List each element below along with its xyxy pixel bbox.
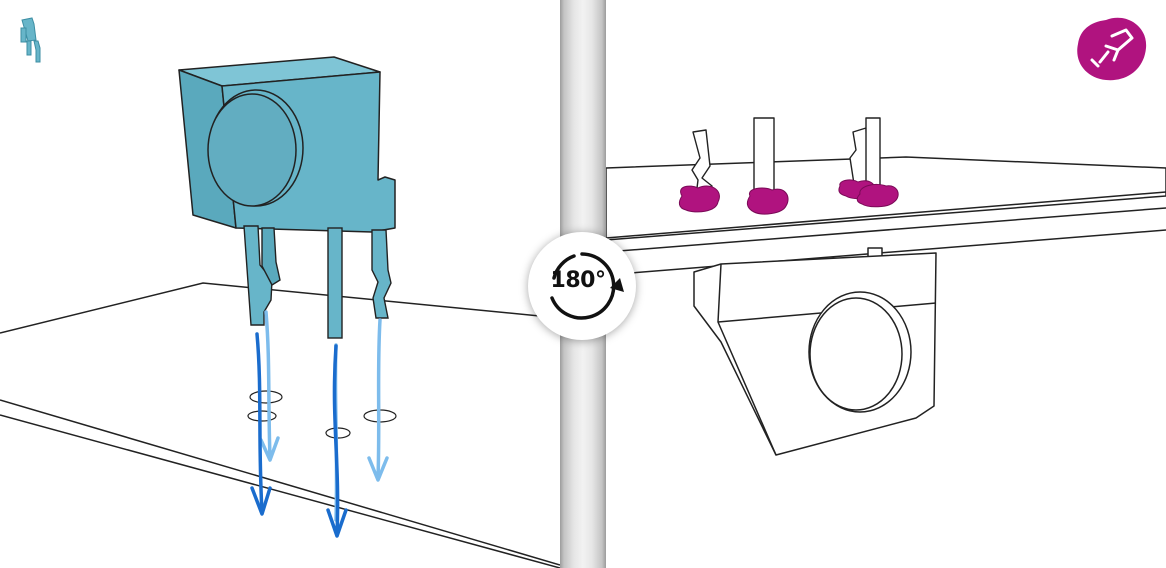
circuit-board (0, 282, 560, 568)
solder-diagram (606, 17, 1166, 456)
component-underneath (693, 247, 937, 456)
rotation-label: 180° (550, 268, 606, 293)
rotate-clockwise-icon (550, 252, 624, 320)
component-icon (20, 17, 41, 63)
component-body (178, 56, 396, 233)
rotation-badge: 180° (528, 232, 636, 340)
insert-diagram (0, 17, 560, 568)
insertion-arrows (250, 310, 389, 538)
protruding-leads (691, 117, 881, 197)
solder-joints (678, 179, 899, 215)
soldering-iron-icon (1077, 17, 1147, 81)
right-panel-solder-view (606, 0, 1166, 568)
component-leads (243, 225, 392, 339)
left-panel-insert-view (0, 0, 560, 568)
